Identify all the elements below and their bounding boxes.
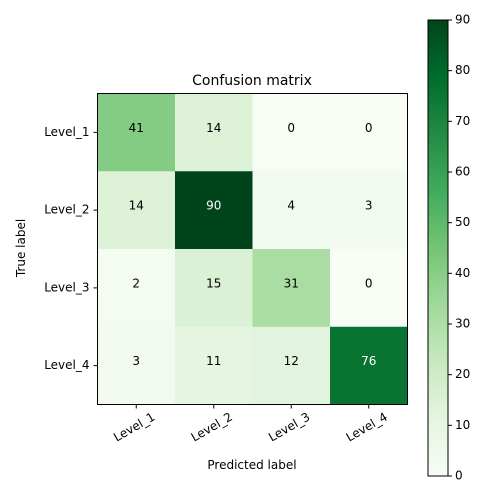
cell-value-label: 4 (287, 199, 295, 213)
colorbar-tick-label: 0 (455, 469, 463, 483)
cell-value-label: 12 (284, 354, 299, 368)
chart-title: Confusion matrix (192, 73, 312, 89)
colorbar-tick-label: 90 (455, 13, 470, 27)
cell-value-label: 14 (129, 199, 144, 213)
colorbar-tick-label: 70 (455, 114, 470, 128)
x-tick-label: Level_4 (344, 410, 390, 445)
cell-value-label: 0 (365, 276, 373, 290)
y-tick-label: Level_1 (44, 125, 89, 139)
colorbar-tick-label: 30 (455, 317, 470, 331)
x-axis: Level_1 Level_2 Level_3 Level_4 (111, 405, 390, 445)
cell-value-label: 3 (365, 199, 373, 213)
colorbar-tick-label: 20 (455, 367, 470, 381)
y-axis-label: True label (14, 219, 28, 278)
colorbar-ticks: 0 10 20 30 40 50 60 70 80 90 (448, 13, 470, 483)
x-tick-label: Level_2 (189, 410, 235, 445)
cell-value-label: 0 (287, 121, 295, 135)
cell-value-label: 14 (206, 121, 221, 135)
cell-value-label: 31 (284, 276, 299, 290)
x-tick-label: Level_1 (111, 410, 157, 445)
cell-value-label: 41 (129, 121, 144, 135)
colorbar-tick-label: 10 (455, 418, 470, 432)
y-tick-label: Level_2 (44, 203, 89, 217)
cell-value-label: 3 (132, 354, 140, 368)
x-tick-label: Level_3 (266, 410, 312, 445)
cell-value-label: 90 (206, 199, 221, 213)
cell-value-label: 11 (206, 354, 221, 368)
y-tick-label: Level_3 (44, 280, 89, 294)
y-tick-label: Level_4 (44, 358, 89, 372)
cell-value-label: 2 (132, 276, 140, 290)
cell-value-label: 0 (365, 121, 373, 135)
cell-value-label: 76 (361, 354, 376, 368)
colorbar-tick-label: 40 (455, 266, 470, 280)
colorbar-tick-label: 60 (455, 165, 470, 179)
cell-value-label: 15 (206, 276, 221, 290)
colorbar-tick-label: 80 (455, 63, 470, 77)
colorbar-tick-label: 50 (455, 215, 470, 229)
colorbar (428, 20, 448, 476)
x-axis-label: Predicted label (207, 458, 296, 472)
y-axis: Level_1 Level_2 Level_3 Level_4 (44, 125, 97, 372)
